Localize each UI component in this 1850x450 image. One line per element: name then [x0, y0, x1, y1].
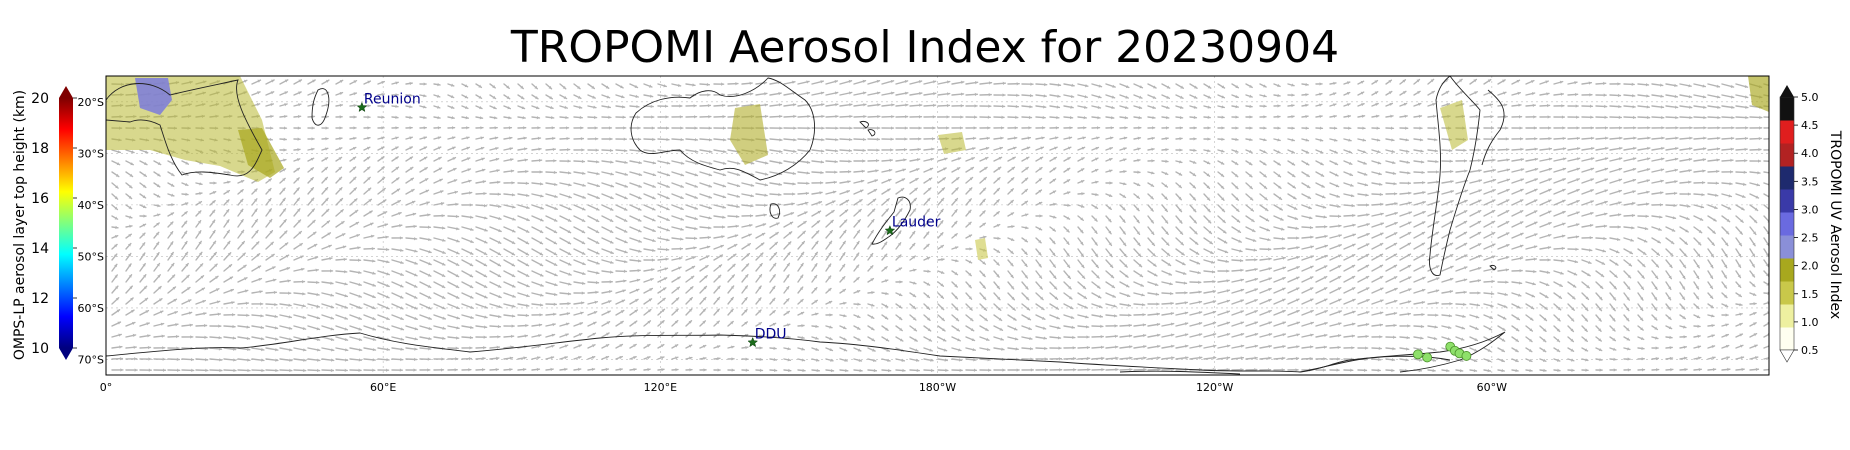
- right-colorbar-tick-label: 3.0: [1801, 203, 1819, 216]
- omps-point: [1413, 349, 1423, 360]
- latitude-tick-label: 60°S: [78, 302, 104, 315]
- latitude-tick-label: 70°S: [78, 354, 104, 367]
- right-colorbar-segment: [1780, 189, 1794, 213]
- right-colorbar-tick-label: 2.5: [1801, 232, 1819, 245]
- left-colorbar-label: OMPS-LP aerosol layer top height (km): [12, 90, 28, 360]
- longitude-tick-label: 60°E: [370, 381, 396, 394]
- station-lauder: Lauder: [884, 215, 941, 236]
- station-ddu: DDU: [747, 327, 787, 348]
- left-colorbar-tick-label: 12: [31, 291, 49, 307]
- right-colorbar-tick-label: 2.0: [1801, 260, 1819, 273]
- right-colorbar-bar: [1779, 96, 1795, 351]
- right-colorbar-tick-label: 0.5: [1801, 344, 1819, 357]
- longitude-tick-label: 120°E: [644, 381, 677, 394]
- latitude-tick-label: 30°S: [78, 147, 104, 160]
- right-colorbar-segment: [1780, 97, 1794, 121]
- omps-lp-points: [1413, 341, 1472, 363]
- right-colorbar-tick-label: 1.0: [1801, 316, 1819, 329]
- left-colorbar-tick-label: 14: [31, 241, 49, 257]
- latitude-labels: 20°S 30°S 40°S 50°S 60°S 70°S: [78, 96, 104, 367]
- right-colorbar-extend-max: [1780, 85, 1794, 97]
- left-colorbar-tick-label: 18: [31, 141, 49, 157]
- longitude-tick-label: 180°W: [919, 381, 956, 394]
- left-colorbar-tick-label: 16: [31, 191, 49, 207]
- left-colorbar-tick-label: 10: [31, 341, 49, 357]
- left-colorbar-tick-label: 20: [31, 91, 49, 107]
- right-colorbar-tick-label: 5.0: [1801, 91, 1819, 104]
- left-colorbar: 10 12 14 16 18 20 OMPS-LP aerosol layer top h…: [12, 86, 77, 360]
- right-colorbar-segment: [1780, 281, 1794, 305]
- left-colorbar-extend-min: [59, 348, 73, 360]
- latitude-tick-label: 40°S: [78, 199, 104, 212]
- omps-point: [1422, 352, 1433, 363]
- right-colorbar-tick-label: 4.5: [1801, 119, 1819, 132]
- aerosol-index-layer: [106, 76, 1769, 260]
- right-colorbar-segment: [1780, 143, 1794, 167]
- wind-vector-field: [111, 78, 1769, 373]
- star-icon: [747, 336, 759, 348]
- star-icon: [356, 101, 368, 113]
- right-colorbar-tick-label: 3.5: [1801, 175, 1819, 188]
- longitude-tick-label: 60°W: [1477, 381, 1507, 394]
- omps-point: [1461, 351, 1472, 361]
- right-colorbar-segment: [1780, 304, 1794, 328]
- coastlines: [106, 76, 1506, 375]
- station-markers: Reunion Lauder DDU: [356, 91, 941, 348]
- longitude-tick-label: 0°: [100, 381, 113, 394]
- station-reunion: Reunion: [356, 91, 421, 113]
- latitude-tick-label: 20°S: [78, 96, 104, 109]
- right-colorbar-segment: [1780, 120, 1794, 144]
- right-colorbar-tick-label: 1.5: [1801, 288, 1819, 301]
- right-colorbar-extend-min: [1779, 349, 1795, 363]
- right-colorbar-segment: [1780, 166, 1794, 190]
- right-colorbar-segment: [1780, 235, 1794, 259]
- station-label: DDU: [755, 327, 787, 343]
- station-label: Reunion: [364, 91, 421, 107]
- star-icon: [884, 225, 896, 236]
- station-label: Lauder: [892, 215, 941, 231]
- right-colorbar-label: TROPOMI UV Aerosol Index: [1827, 130, 1843, 319]
- left-colorbar-bar: [59, 98, 73, 348]
- latitude-tick-label: 50°S: [78, 250, 104, 263]
- right-colorbar-ticks: 0.5 1.0 1.5 2.0 2.5 3.0 3.5 4.0 4.5 5.0: [1794, 91, 1819, 357]
- left-colorbar-ticks: 10 12 14 16 18 20: [31, 91, 77, 357]
- right-colorbar-segment: [1780, 258, 1794, 282]
- right-colorbar-tick-label: 4.0: [1801, 147, 1819, 160]
- right-colorbar-segment: [1780, 212, 1794, 236]
- map-title: TROPOMI Aerosol Index for 20230904: [510, 22, 1340, 73]
- right-colorbar-segment: [1780, 327, 1794, 351]
- map-frame: [105, 75, 1770, 376]
- right-colorbar: 0.5 1.0 1.5 2.0 2.5 3.0 3.5 4.0 4.5 5.0 TROPOMI U…: [1779, 85, 1843, 363]
- left-colorbar-extend-max: [59, 86, 73, 98]
- longitude-tick-label: 120°W: [1196, 381, 1233, 394]
- longitude-labels: 0° 60°E 120°E 180°W 120°W 60°W: [100, 381, 1507, 394]
- graticule: [106, 76, 1769, 375]
